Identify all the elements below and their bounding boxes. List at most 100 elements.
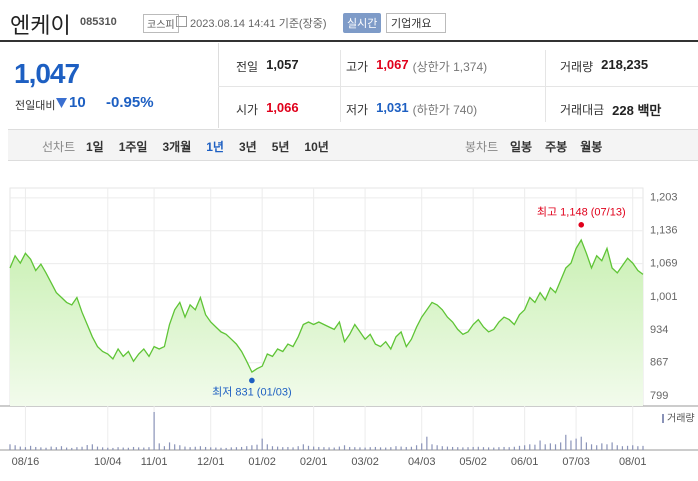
x-tick-label: 11/01	[141, 456, 168, 468]
volume-bar	[266, 444, 268, 450]
volume-bar	[138, 447, 140, 450]
annotation-dot	[578, 222, 585, 228]
volume-bar	[215, 447, 217, 450]
volume-bar	[482, 447, 485, 450]
period-tab[interactable]: 3개월	[162, 140, 192, 154]
volume-bar	[19, 446, 21, 450]
volume-bar	[132, 446, 135, 450]
volume-bar	[626, 445, 629, 450]
volume-bar	[9, 444, 11, 450]
stock-code: 085310	[80, 16, 117, 28]
change-pct: -0.95%	[106, 94, 154, 111]
volume-bar	[14, 445, 16, 450]
calendar-icon	[176, 16, 187, 27]
x-tick-label: 07/03	[562, 456, 590, 468]
volume-bar	[575, 438, 577, 450]
x-tick-label: 06/01	[511, 456, 539, 468]
volume-bar	[451, 446, 454, 450]
volume-bar	[590, 444, 593, 450]
realtime-button[interactable]: 실시간	[343, 13, 382, 33]
volume-bar	[606, 444, 608, 450]
volume-bar	[194, 446, 196, 450]
period-tab[interactable]: 5년	[271, 140, 290, 154]
volume-bar	[184, 446, 186, 450]
volume-icon	[662, 414, 664, 423]
stat-label: 시가	[236, 103, 259, 117]
volume-bar	[24, 447, 27, 450]
period-tab[interactable]: 10년	[304, 140, 329, 154]
volume-bar	[560, 442, 562, 450]
y-tick-label: 867	[650, 357, 668, 369]
x-tick-label: 02/01	[300, 456, 328, 468]
x-tick-label: 08/01	[619, 456, 647, 468]
volume-bar	[359, 447, 361, 450]
timestamp: 2023.08.14 14:41 기준(장중)	[190, 18, 327, 30]
volume-bar	[189, 447, 191, 450]
period-tab[interactable]: 1년	[206, 140, 224, 154]
volume-bar	[349, 446, 351, 450]
annotation-label: 최고 1,148 (07/13)	[537, 206, 626, 219]
volume-bar	[642, 445, 644, 450]
volume-bar	[395, 446, 397, 450]
stat-label: 저가	[346, 103, 369, 117]
volume-bar	[462, 447, 464, 450]
volume-bar	[168, 442, 171, 450]
period-tab[interactable]: 1일	[86, 140, 104, 154]
period-tab[interactable]: 3년	[238, 140, 257, 154]
volume-bar	[240, 446, 243, 450]
candle-tab[interactable]: 주봉	[545, 140, 568, 154]
down-arrow	[56, 98, 67, 108]
stat-label: 고가	[346, 60, 369, 74]
volume-bar	[580, 436, 582, 450]
volume-bar	[122, 447, 124, 450]
volume-bar	[292, 447, 294, 450]
price-panel	[8, 43, 219, 128]
volume-bar	[91, 444, 93, 450]
volume-bar	[431, 444, 433, 450]
volume-bar	[513, 446, 515, 450]
volume-bar	[153, 412, 155, 450]
x-tick-label: 04/03	[408, 456, 436, 468]
volume-bar	[261, 438, 263, 450]
volume-bar	[210, 447, 212, 450]
volume-bar	[55, 447, 57, 450]
stat-value: 1,057	[266, 57, 299, 72]
stats-col-line	[340, 50, 341, 122]
company-button[interactable]: 기업개요	[386, 13, 447, 33]
candle-tab[interactable]: 일봉	[510, 140, 533, 154]
volume-bar	[107, 447, 109, 450]
volume-bar	[246, 446, 248, 450]
volume-bar	[328, 447, 330, 450]
volume-bar	[390, 447, 392, 450]
volume-bar	[35, 446, 37, 450]
price: 1,047	[14, 58, 80, 89]
y-tick-label: 1,069	[650, 258, 678, 270]
volume-bar	[364, 447, 366, 450]
volume-bar	[518, 445, 521, 450]
volume-bar	[410, 446, 413, 450]
volume-bar	[544, 444, 546, 450]
volume-bar	[508, 447, 510, 450]
volume-bar	[343, 445, 346, 450]
volume-bar	[415, 445, 418, 450]
candle-tab[interactable]: 월봉	[580, 140, 603, 154]
volume-bar	[637, 446, 639, 450]
volume-bar	[297, 446, 299, 450]
period-tab[interactable]: 1주일	[118, 140, 148, 154]
volume-bar	[493, 447, 495, 450]
volume-bar	[549, 443, 551, 450]
volume-bar	[472, 446, 474, 450]
x-tick-label: 08/16	[12, 456, 40, 468]
volume-bar	[148, 447, 150, 450]
volume-bar	[488, 447, 490, 450]
x-tick-label: 03/02	[351, 456, 379, 468]
volume-bar	[457, 447, 459, 450]
stat-note: (상한가 1,374)	[412, 60, 488, 74]
volume-bar	[616, 445, 618, 450]
volume-bar	[307, 445, 310, 450]
volume-bar	[426, 436, 428, 450]
volume-bar	[179, 445, 181, 450]
stats-divider	[218, 86, 698, 87]
market-badge: 코스피	[143, 14, 179, 33]
